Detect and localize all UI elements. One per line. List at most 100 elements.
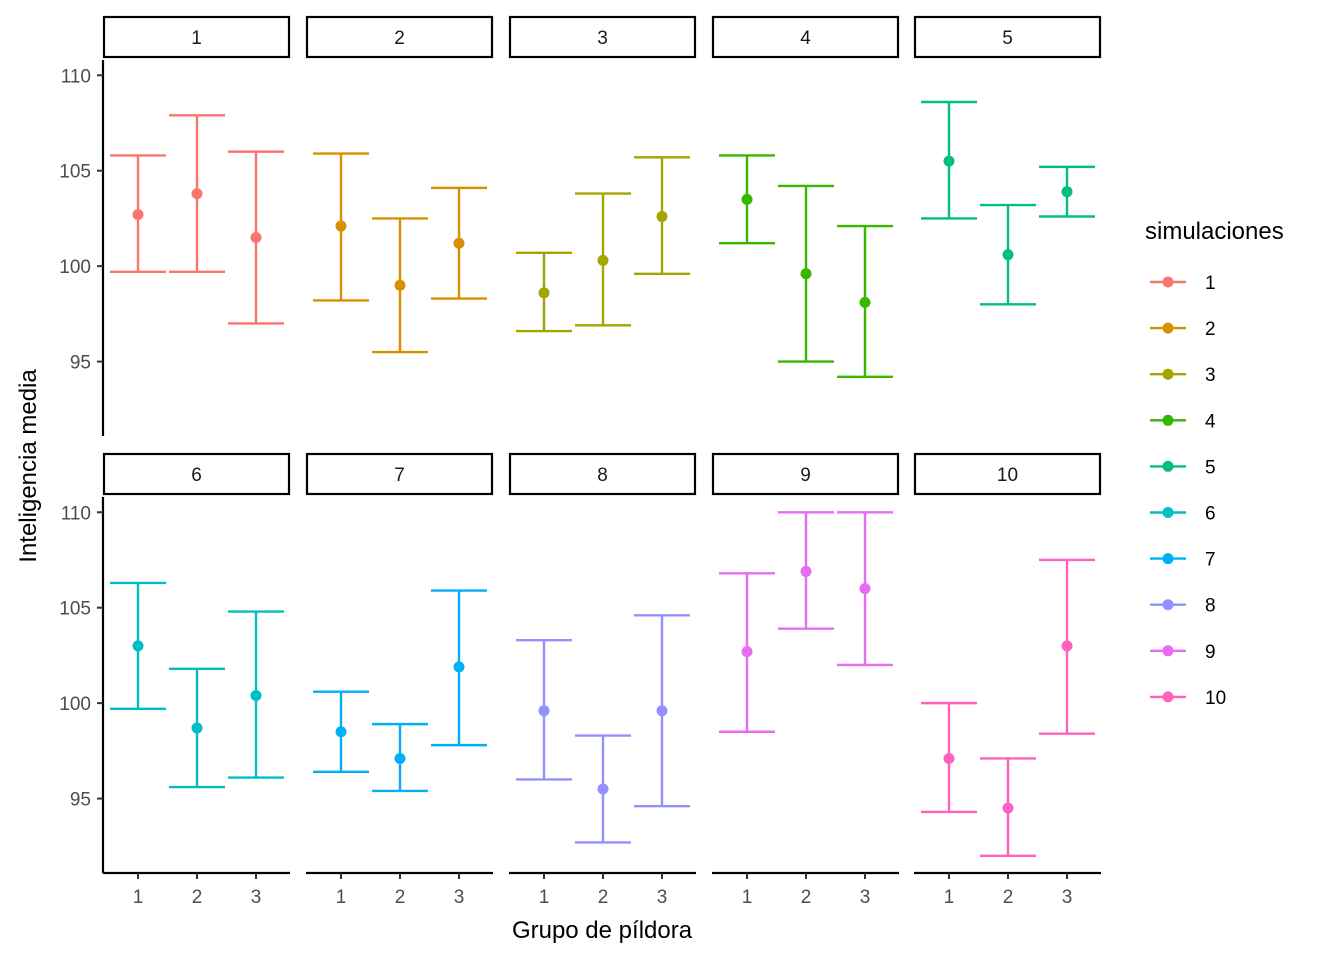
mean-point bbox=[394, 279, 406, 291]
y-axis-title: Inteligencia media bbox=[15, 369, 42, 563]
mean-point bbox=[656, 705, 668, 717]
facet-strip bbox=[711, 15, 900, 59]
facet-strip bbox=[913, 452, 1102, 496]
facet-strip-label: 7 bbox=[394, 465, 405, 486]
mean-point bbox=[250, 232, 262, 244]
y-tick-label: 100 bbox=[59, 694, 91, 715]
legend-item-5: 5 bbox=[1150, 457, 1216, 478]
mean-point bbox=[800, 565, 812, 577]
mean-point bbox=[538, 287, 550, 299]
mean-point bbox=[1061, 640, 1073, 652]
panel-4: 4 bbox=[711, 15, 900, 379]
mean-point bbox=[453, 237, 465, 249]
mean-point bbox=[943, 155, 955, 167]
legend-label: 3 bbox=[1205, 365, 1216, 386]
facet-strip-label: 5 bbox=[1002, 28, 1013, 49]
y-tick-label: 105 bbox=[59, 162, 91, 183]
legend-item-6: 6 bbox=[1150, 504, 1216, 525]
x-tick-label: 1 bbox=[742, 887, 753, 908]
legend-key-point bbox=[1162, 460, 1174, 472]
facet-strip-label: 8 bbox=[597, 465, 608, 486]
legend-key-point bbox=[1162, 507, 1174, 518]
legend-item-3: 3 bbox=[1150, 365, 1216, 386]
facet-strip bbox=[102, 15, 291, 59]
panel-8: 8 1 2 3 bbox=[508, 452, 697, 908]
y-tick-label: 95 bbox=[70, 353, 91, 374]
mean-point bbox=[538, 705, 550, 717]
legend-label: 8 bbox=[1205, 596, 1216, 617]
legend-label: 5 bbox=[1205, 457, 1216, 478]
mean-point bbox=[191, 188, 203, 200]
x-tick-label: 1 bbox=[539, 887, 550, 908]
legend-item-8: 8 bbox=[1150, 596, 1216, 617]
legend-label: 6 bbox=[1205, 504, 1216, 525]
facet-strip bbox=[305, 15, 494, 59]
panel-7: 7 1 2 3 bbox=[305, 452, 494, 908]
legend-label: 10 bbox=[1205, 688, 1226, 709]
facet-strip-label: 1 bbox=[191, 28, 202, 49]
facet-strip-label: 2 bbox=[394, 28, 405, 49]
mean-point bbox=[1061, 186, 1073, 198]
mean-point bbox=[394, 752, 406, 764]
legend: 1 2 3 4 5 6 7 8 9 10 bbox=[1150, 273, 1226, 709]
facet-strip bbox=[711, 452, 900, 496]
mean-point bbox=[132, 640, 144, 652]
y-tick-label: 110 bbox=[61, 503, 91, 524]
mean-point bbox=[191, 722, 203, 734]
x-tick-label: 2 bbox=[598, 887, 609, 908]
x-tick-label: 2 bbox=[192, 887, 203, 908]
legend-key-point bbox=[1162, 414, 1174, 426]
legend-item-4: 4 bbox=[1150, 411, 1216, 432]
x-tick-label: 1 bbox=[944, 887, 955, 908]
mean-point bbox=[943, 752, 955, 764]
y-tick-label: 100 bbox=[59, 257, 91, 278]
legend-key-point bbox=[1162, 553, 1174, 565]
mean-point bbox=[1002, 249, 1014, 261]
legend-item-1: 1 bbox=[1150, 273, 1216, 294]
legend-key-point bbox=[1162, 368, 1174, 380]
mean-point bbox=[453, 661, 465, 673]
x-tick-label: 3 bbox=[657, 887, 668, 908]
legend-key-point bbox=[1162, 691, 1174, 703]
facet-strip-label: 10 bbox=[997, 465, 1018, 486]
mean-point bbox=[250, 689, 262, 701]
x-tick-label: 2 bbox=[395, 887, 406, 908]
x-tick-label: 1 bbox=[336, 887, 347, 908]
y-tick-label: 95 bbox=[70, 790, 91, 811]
x-tick-label: 3 bbox=[860, 887, 871, 908]
legend-key-point bbox=[1162, 276, 1174, 288]
legend-label: 9 bbox=[1205, 642, 1216, 663]
panel-2: 2 bbox=[305, 15, 494, 354]
legend-item-7: 7 bbox=[1150, 550, 1216, 571]
facet-strip bbox=[305, 452, 494, 496]
facet-strip bbox=[102, 452, 291, 496]
mean-point bbox=[132, 209, 144, 221]
facet-strip bbox=[913, 15, 1102, 59]
facet-strip bbox=[508, 15, 697, 59]
panel-10: 10 1 2 3 bbox=[913, 452, 1102, 908]
legend-label: 2 bbox=[1205, 319, 1216, 340]
legend-label: 4 bbox=[1205, 411, 1216, 432]
facet-strip bbox=[508, 452, 697, 496]
mean-point bbox=[741, 193, 753, 205]
x-tick-label: 1 bbox=[133, 887, 144, 908]
panel-1: 1 95 100 105 110 bbox=[59, 15, 291, 436]
legend-key-point bbox=[1162, 599, 1174, 611]
x-axis-title: Grupo de píldora bbox=[512, 917, 693, 944]
x-tick-label: 2 bbox=[801, 887, 812, 908]
panel-5: 5 bbox=[913, 15, 1102, 306]
legend-key-point bbox=[1162, 645, 1174, 657]
mean-point bbox=[597, 254, 609, 266]
legend-item-10: 10 bbox=[1150, 688, 1226, 709]
legend-item-2: 2 bbox=[1150, 319, 1216, 340]
legend-key-point bbox=[1162, 322, 1174, 334]
x-tick-label: 3 bbox=[454, 887, 465, 908]
x-tick-label: 3 bbox=[251, 887, 262, 908]
facet-strip-label: 3 bbox=[597, 28, 608, 49]
mean-point bbox=[859, 583, 871, 595]
mean-point bbox=[335, 726, 347, 738]
panel-9: 9 1 2 3 bbox=[711, 452, 900, 908]
mean-point bbox=[800, 268, 812, 280]
